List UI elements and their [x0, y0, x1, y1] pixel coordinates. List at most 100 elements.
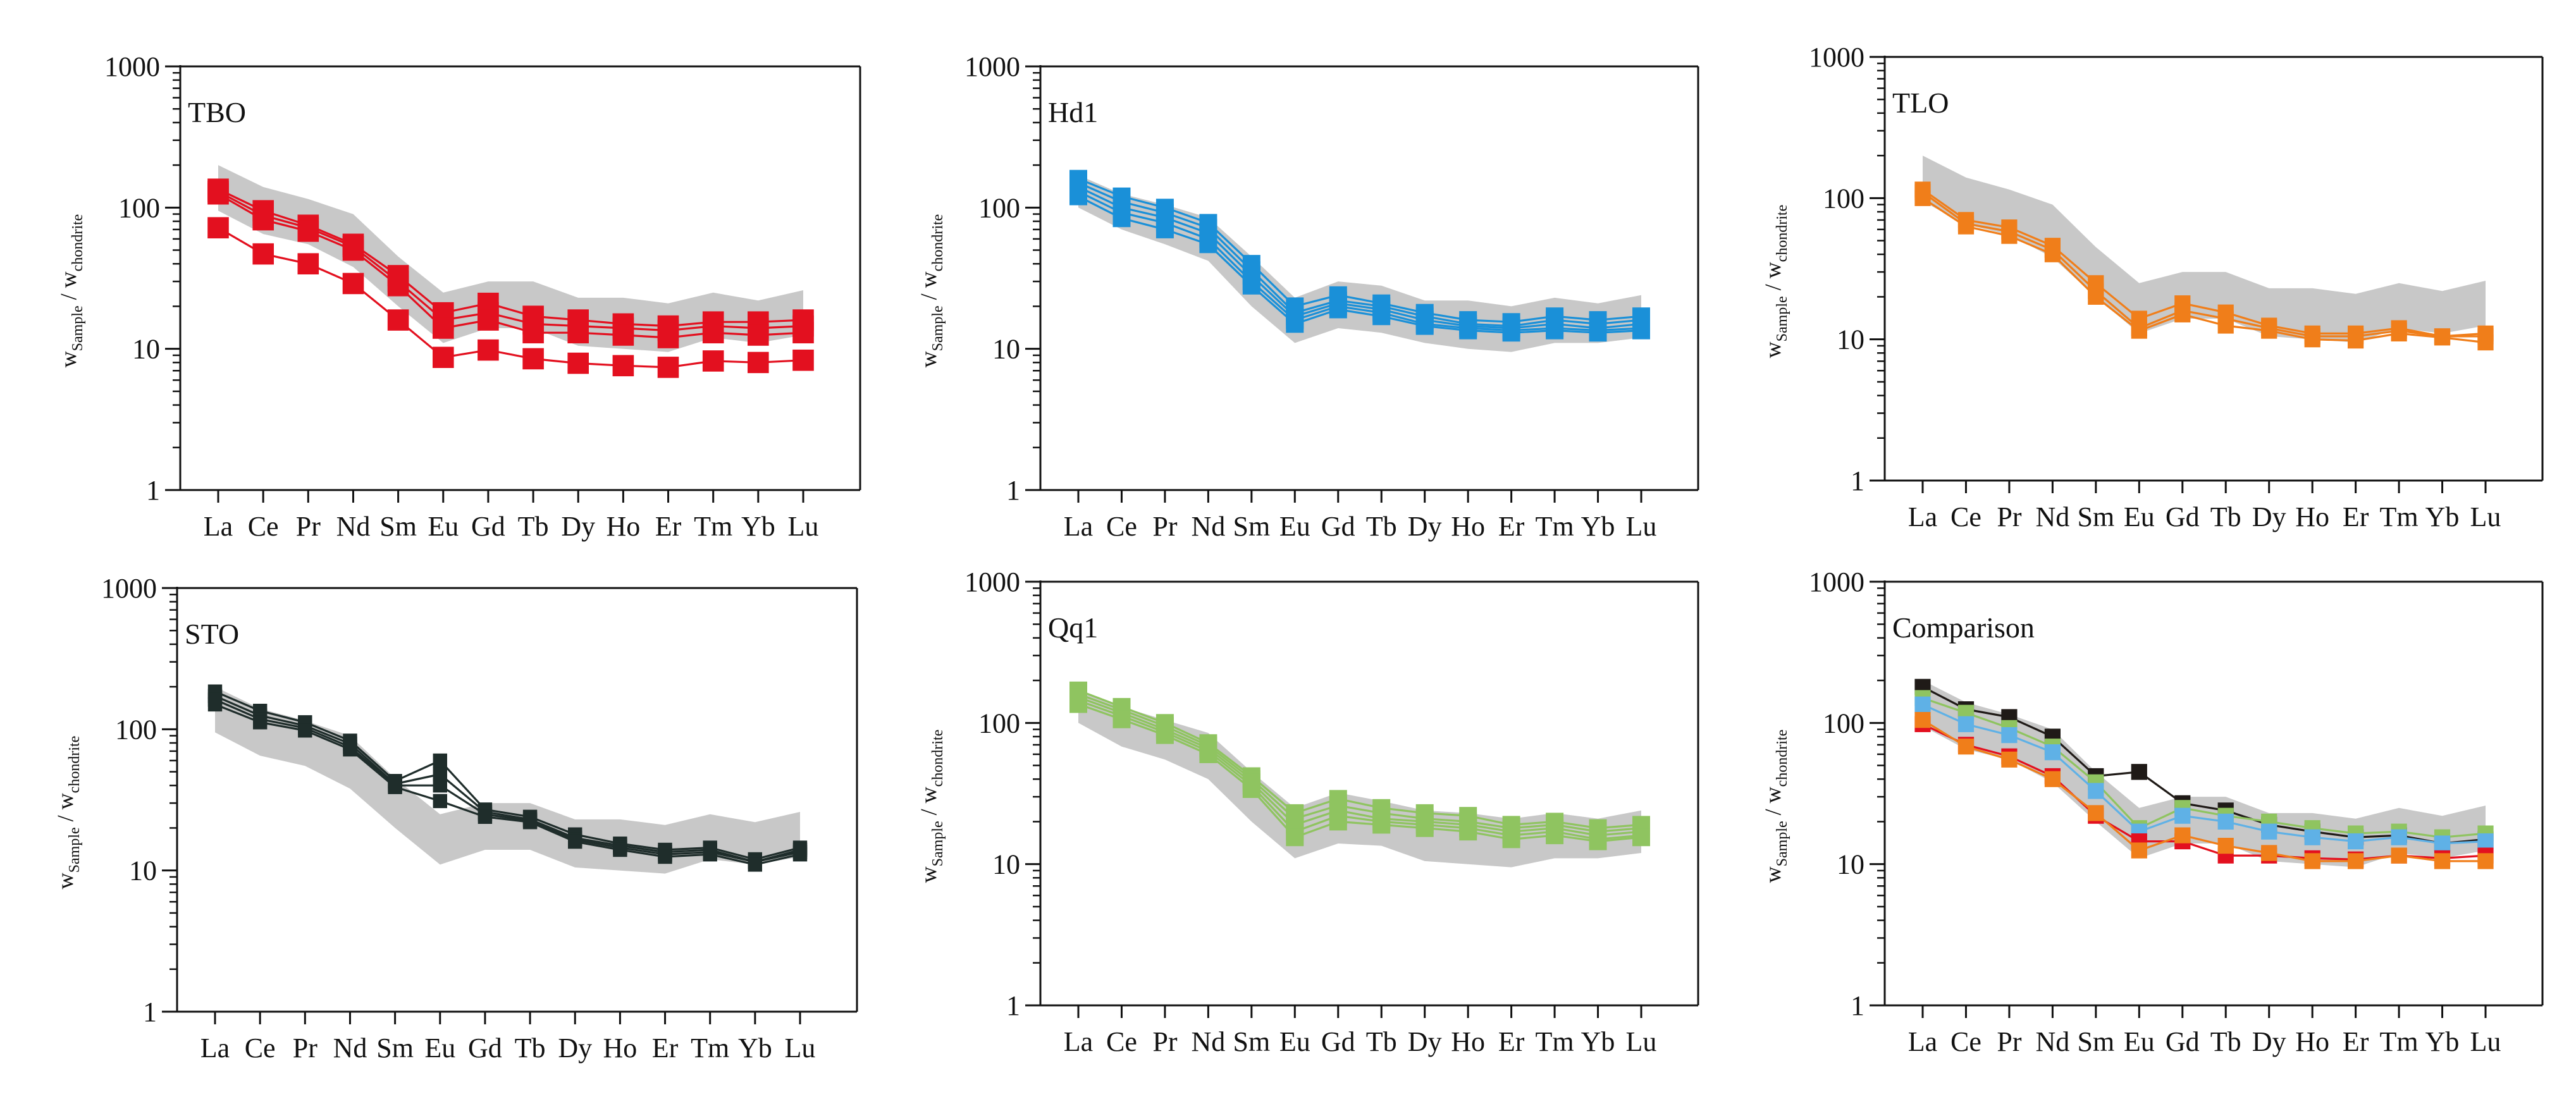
data-point-ho — [613, 842, 627, 857]
y-axis-label: wSample / wchondrite — [1760, 730, 1790, 883]
x-tick-label-yb: Yb — [2425, 1026, 2460, 1057]
y-tick-label: 1 — [1851, 990, 1864, 1021]
data-point-gd — [2174, 306, 2191, 322]
x-tick-label-gd: Gd — [2166, 1026, 2200, 1057]
x-tick-label-nd: Nd — [333, 1033, 367, 1064]
data-point-yb — [748, 352, 769, 374]
y-tick-label: 10 — [132, 334, 160, 365]
panel-title: Comparison — [1892, 611, 2035, 644]
x-tick-label-eu: Eu — [1279, 511, 1310, 542]
x-tick-label-eu: Eu — [428, 511, 459, 542]
ylabel-sub-sample: Sample — [930, 821, 946, 866]
data-point-pr — [1156, 726, 1174, 744]
y-tick-label: 10 — [1837, 324, 1864, 355]
data-point-eu — [433, 767, 447, 782]
y-tick-label: 1 — [143, 997, 157, 1027]
x-tick-label-dy: Dy — [1408, 511, 1442, 542]
x-tick-label-tb: Tb — [515, 1033, 546, 1064]
data-point-la — [207, 697, 223, 712]
x-tick-label-nd: Nd — [1191, 511, 1225, 542]
x-tick-label-ce: Ce — [1950, 1026, 1981, 1057]
ylabel-sub-chondrite: chondrite — [1774, 730, 1790, 787]
x-tick-label-lu: Lu — [2470, 501, 2501, 532]
x-tick-label-tm: Tm — [1536, 511, 1574, 542]
series-tbo-4 — [207, 217, 814, 378]
x-tick-label-sm: Sm — [1233, 1026, 1270, 1057]
data-point-ce — [1957, 716, 1975, 732]
y-tick-label: 1 — [1006, 475, 1020, 506]
data-point-dy — [2261, 322, 2277, 339]
ylabel-w: w — [916, 866, 941, 883]
panel-title: STO — [185, 618, 239, 650]
ylabel-sub-sample: Sample — [930, 305, 946, 351]
reference-band — [1078, 175, 1641, 352]
y-tick-label: 10 — [992, 849, 1020, 880]
data-point-dy — [568, 834, 582, 849]
ylabel-separator: / — [916, 288, 941, 305]
data-point-la — [1069, 695, 1087, 713]
series-tlo — [1914, 712, 2494, 869]
series-sto-4 — [207, 697, 808, 872]
x-tick-label-tm: Tm — [1536, 1026, 1574, 1057]
x-tick-label-yb: Yb — [1581, 1026, 1615, 1057]
x-tick-label-la: La — [1064, 1026, 1093, 1057]
data-point-pr — [1156, 220, 1174, 238]
data-point-tm — [2391, 325, 2407, 341]
y-tick-label: 1000 — [101, 573, 157, 604]
x-tick-label-tb: Tb — [1366, 1026, 1397, 1057]
data-point-ho — [612, 324, 634, 346]
data-point-nd — [342, 273, 364, 295]
x-tick-label-la: La — [1064, 511, 1093, 542]
panel-hd1: 1 10 100 1000 La Ce Pr Nd Sm Eu Gd Tb Dy Ho Er Tm Yb Lu Hd… — [916, 51, 1699, 542]
x-tick-label-gd: Gd — [2166, 501, 2200, 532]
x-tick-label-nd: Nd — [336, 511, 371, 542]
y-axis-label: wSample / wchondrite — [52, 736, 83, 890]
x-tick-label-tb: Tb — [2210, 501, 2241, 532]
x-tick-label-yb: Yb — [1581, 511, 1615, 542]
data-point-tm — [703, 847, 717, 862]
data-point-tb — [522, 815, 538, 830]
panel-tbo: 1 10 100 1000 La Ce Pr Nd Sm Eu Gd Tb Dy Ho Er Tm Yb Lu TB… — [56, 51, 861, 542]
x-tick-label-lu: Lu — [1626, 511, 1657, 542]
ylabel-separator: / — [916, 803, 941, 821]
ylabel-w: w — [1760, 866, 1785, 883]
ylabel-w: w — [916, 271, 941, 288]
data-point-eu — [2131, 764, 2147, 780]
data-point-nd — [1199, 235, 1217, 254]
x-tick-label-nd: Nd — [1191, 1026, 1225, 1057]
data-point-lu — [792, 349, 814, 371]
x-tick-label-gd: Gd — [1321, 1026, 1355, 1057]
data-point-la — [1914, 712, 1931, 728]
y-tick-label: 1000 — [1809, 42, 1864, 73]
x-tick-label-lu: Lu — [785, 1033, 816, 1064]
data-point-ho — [1459, 823, 1477, 841]
ylabel-w: w — [1760, 341, 1785, 358]
x-tick-label-tm: Tm — [2380, 501, 2419, 532]
ylabel-sub-chondrite: chondrite — [930, 214, 946, 272]
x-tick-label-yb: Yb — [2425, 501, 2460, 532]
x-tick-label-lu: Lu — [788, 511, 819, 542]
data-point-sm — [387, 275, 409, 297]
y-tick-label: 10 — [1837, 849, 1864, 880]
x-tick-label-tb: Tb — [518, 511, 549, 542]
data-point-eu — [433, 794, 447, 809]
data-point-gd — [1329, 813, 1347, 831]
data-point-er — [2348, 333, 2364, 349]
data-point-la — [207, 183, 229, 205]
x-tick-label-ho: Ho — [1451, 1026, 1485, 1057]
ylabel-sub-sample: Sample — [70, 305, 86, 351]
data-point-er — [658, 849, 672, 864]
data-point-tm — [1546, 826, 1564, 845]
ylabel-w: w — [1760, 787, 1785, 803]
x-tick-label-gd: Gd — [1321, 511, 1355, 542]
data-point-ho — [2304, 853, 2320, 869]
data-point-sm — [2088, 783, 2104, 799]
data-point-tb — [1372, 307, 1391, 326]
x-tick-label-eu: Eu — [2124, 501, 2155, 532]
data-point-yb — [1589, 324, 1607, 342]
data-point-tb — [2217, 813, 2234, 830]
y-tick-label: 1000 — [1809, 567, 1864, 598]
x-tick-label-pr: Pr — [296, 511, 321, 542]
series-line — [214, 695, 801, 863]
ylabel-sub-sample: Sample — [1774, 296, 1790, 341]
